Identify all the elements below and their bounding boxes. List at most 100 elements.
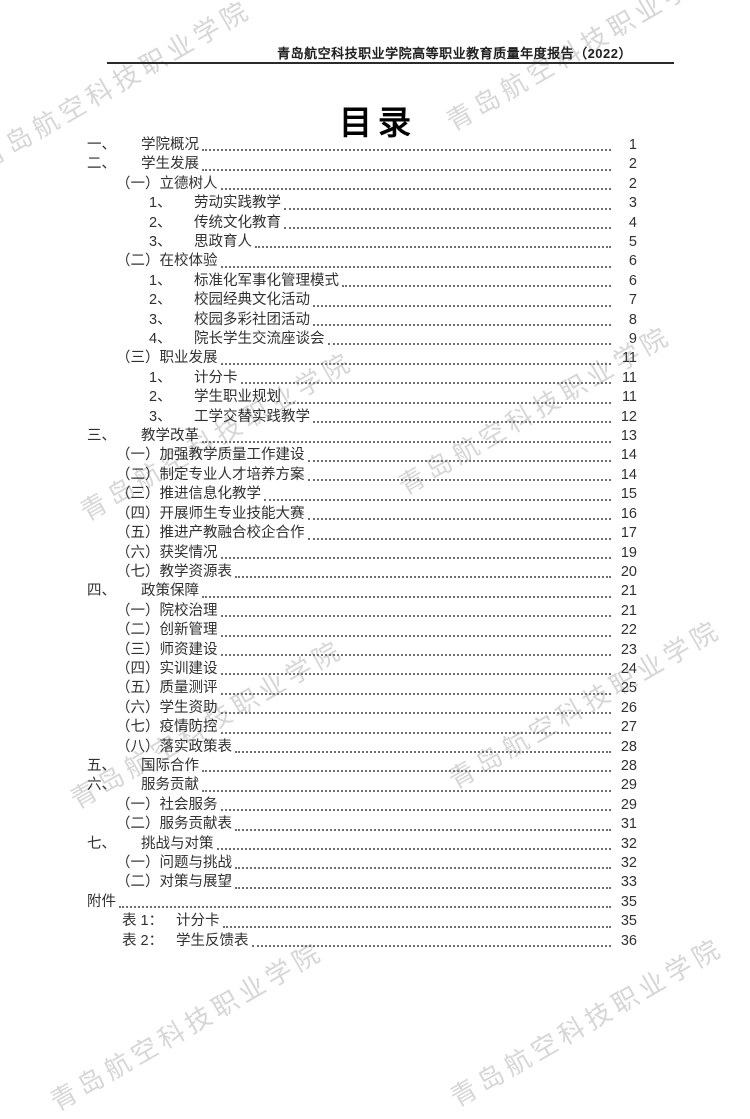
toc-entry-title: 社会服务 — [159, 796, 218, 813]
toc-entry-label: 1、 — [149, 272, 172, 289]
toc-entry[interactable]: （二） 制定专业人才培养方案 14 — [87, 466, 637, 485]
toc-entry[interactable]: 七、 挑战与对策 32 — [87, 835, 637, 854]
toc-entry-title: 附件 — [87, 893, 116, 910]
toc-entry[interactable]: （一） 问题与挑战 32 — [87, 854, 637, 873]
toc-entry-label: （二） — [116, 874, 160, 891]
dot-leader — [220, 556, 611, 559]
toc-entry-page: 9 — [628, 331, 637, 348]
toc-entry-page: 6 — [628, 253, 637, 270]
toc-entry[interactable]: 2、 学生职业规划 11 — [87, 388, 637, 407]
toc-entry-label: （三） — [116, 350, 160, 367]
toc-entry[interactable]: （八） 落实政策表 28 — [87, 738, 637, 757]
toc-entry-page: 21 — [620, 602, 637, 619]
toc-entry[interactable]: （四） 开展师生专业技能大赛 16 — [87, 505, 637, 524]
toc-entry-page: 12 — [620, 408, 637, 425]
toc-entry[interactable]: 一、 学院概况 1 — [87, 136, 637, 155]
dot-leader — [240, 381, 611, 385]
dot-leader — [220, 731, 611, 734]
dot-leader — [202, 440, 611, 443]
toc-entry[interactable]: 3、 校园多彩社团活动 8 — [87, 311, 637, 330]
toc-entry-title: 挑战与对策 — [141, 835, 214, 852]
toc-entry[interactable]: （七） 教学资源表 20 — [87, 563, 637, 582]
toc-entry[interactable]: 表 1： 计分卡 35 — [87, 912, 637, 931]
toc-entry-title: 疫情防控 — [159, 719, 218, 736]
toc-entry[interactable]: 表 2： 学生反馈表 36 — [87, 932, 637, 951]
toc-list: 一、 学院概况 1 二、 学生发展 2 （一） 立德树人 2 1、 劳动实践教学… — [87, 136, 637, 951]
toc-entry-title: 职业发展 — [159, 350, 218, 367]
dot-leader — [202, 789, 611, 792]
toc-entry-page: 19 — [620, 544, 637, 561]
toc-entry[interactable]: 二、 学生发展 2 — [87, 155, 637, 174]
toc-entry[interactable]: 3、 工学交替实践教学 12 — [87, 408, 637, 427]
toc-entry-label: （四） — [116, 660, 160, 677]
toc-entry-label: 表 2： — [122, 932, 164, 949]
toc-entry-title: 国际合作 — [141, 757, 199, 774]
toc-entry-label: （七） — [116, 719, 160, 736]
toc-entry[interactable]: （二） 对策与展望 33 — [87, 873, 637, 892]
toc-entry-page: 21 — [620, 583, 637, 600]
toc-entry-title: 师资建设 — [159, 641, 218, 658]
toc-entry[interactable]: 四、 政策保障 21 — [87, 582, 637, 601]
toc-entry-page: 23 — [620, 641, 637, 658]
toc-entry[interactable]: 1、 劳动实践教学 3 — [87, 194, 637, 213]
toc-entry-title: 计分卡 — [194, 369, 238, 386]
toc-entry-page: 11 — [621, 369, 637, 386]
toc-entry[interactable]: （七） 疫情防控 27 — [87, 718, 637, 737]
toc-entry-title: 在校体验 — [159, 253, 218, 270]
toc-entry[interactable]: （六） 获奖情况 19 — [87, 544, 637, 563]
toc-entry[interactable]: （三） 推进信息化教学 15 — [87, 485, 637, 504]
toc-entry-page: 16 — [620, 505, 637, 522]
toc-entry-page: 11 — [621, 389, 637, 406]
toc-entry[interactable]: （二） 在校体验 6 — [87, 252, 637, 271]
toc-entry-title: 政策保障 — [141, 583, 199, 600]
toc-entry-title: 教学改革 — [141, 428, 199, 445]
toc-entry-label: （五） — [116, 525, 160, 542]
toc-entry-title: 校园多彩社团活动 — [194, 311, 310, 328]
toc-entry[interactable]: 六、 服务贡献 29 — [87, 776, 637, 795]
toc-entry[interactable]: 3、 思政育人 5 — [87, 233, 637, 252]
toc-entry-title: 教学资源表 — [159, 563, 233, 580]
toc-entry[interactable]: （五） 推进产教融合校企合作 17 — [87, 524, 637, 543]
toc-entry-label: （一） — [116, 447, 160, 464]
toc-entry-page: 28 — [620, 738, 637, 755]
toc-entry[interactable]: （一） 院校治理 21 — [87, 602, 637, 621]
toc-entry[interactable]: 1、 计分卡 11 — [87, 369, 637, 388]
dot-leader — [342, 284, 611, 288]
toc-entry[interactable]: （五） 质量测评 25 — [87, 679, 637, 698]
toc-entry-page: 22 — [620, 622, 637, 639]
dot-leader — [307, 537, 611, 540]
toc-entry[interactable]: 4、 院长学生交流座谈会 9 — [87, 330, 637, 349]
toc-entry-title: 质量测评 — [159, 680, 218, 697]
toc-entry-page: 29 — [620, 777, 637, 794]
toc-entry-label: （一） — [116, 796, 160, 813]
toc-entry[interactable]: （一） 立德树人 2 — [87, 175, 637, 194]
toc-entry[interactable]: 2、 传统文化教育 4 — [87, 214, 637, 233]
toc-entry[interactable]: （一） 社会服务 29 — [87, 796, 637, 815]
toc-entry-title: 计分卡 — [176, 913, 220, 930]
toc-entry[interactable]: （六） 学生资助 26 — [87, 699, 637, 718]
toc-entry-page: 33 — [620, 874, 637, 891]
toc-entry[interactable]: （三） 职业发展 11 — [87, 349, 637, 368]
toc-entry-label: 4、 — [149, 331, 172, 348]
toc-entry[interactable]: 三、 教学改革 13 — [87, 427, 637, 446]
toc-entry[interactable]: 1、 标准化军事化管理模式 6 — [87, 272, 637, 291]
toc-entry-page: 2 — [628, 156, 637, 173]
toc-entry[interactable]: （一） 加强教学质量工作建设 14 — [87, 447, 637, 466]
toc-entry-label: （一） — [116, 602, 160, 619]
toc-entry-label: 3、 — [149, 234, 172, 251]
toc-entry[interactable]: （四） 实训建设 24 — [87, 660, 637, 679]
dot-leader — [284, 401, 611, 404]
toc-entry[interactable]: （二） 服务贡献表 31 — [87, 815, 637, 834]
toc-entry-title: 院校治理 — [159, 602, 218, 619]
toc-entry-page: 25 — [620, 680, 637, 697]
toc-entry-title: 校园经典文化活动 — [194, 292, 310, 309]
toc-entry[interactable]: 五、 国际合作 28 — [87, 757, 637, 776]
toc-entry-label: （一） — [116, 175, 160, 192]
toc-entry[interactable]: （二） 创新管理 22 — [87, 621, 637, 640]
toc-entry[interactable]: 附件 35 — [87, 893, 637, 912]
toc-entry-title: 开展师生专业技能大赛 — [159, 505, 305, 522]
toc-entry[interactable]: 2、 校园经典文化活动 7 — [87, 291, 637, 310]
toc-entry-title: 标准化军事化管理模式 — [194, 272, 339, 289]
toc-entry-label: （六） — [116, 544, 160, 561]
toc-entry[interactable]: （三） 师资建设 23 — [87, 641, 637, 660]
